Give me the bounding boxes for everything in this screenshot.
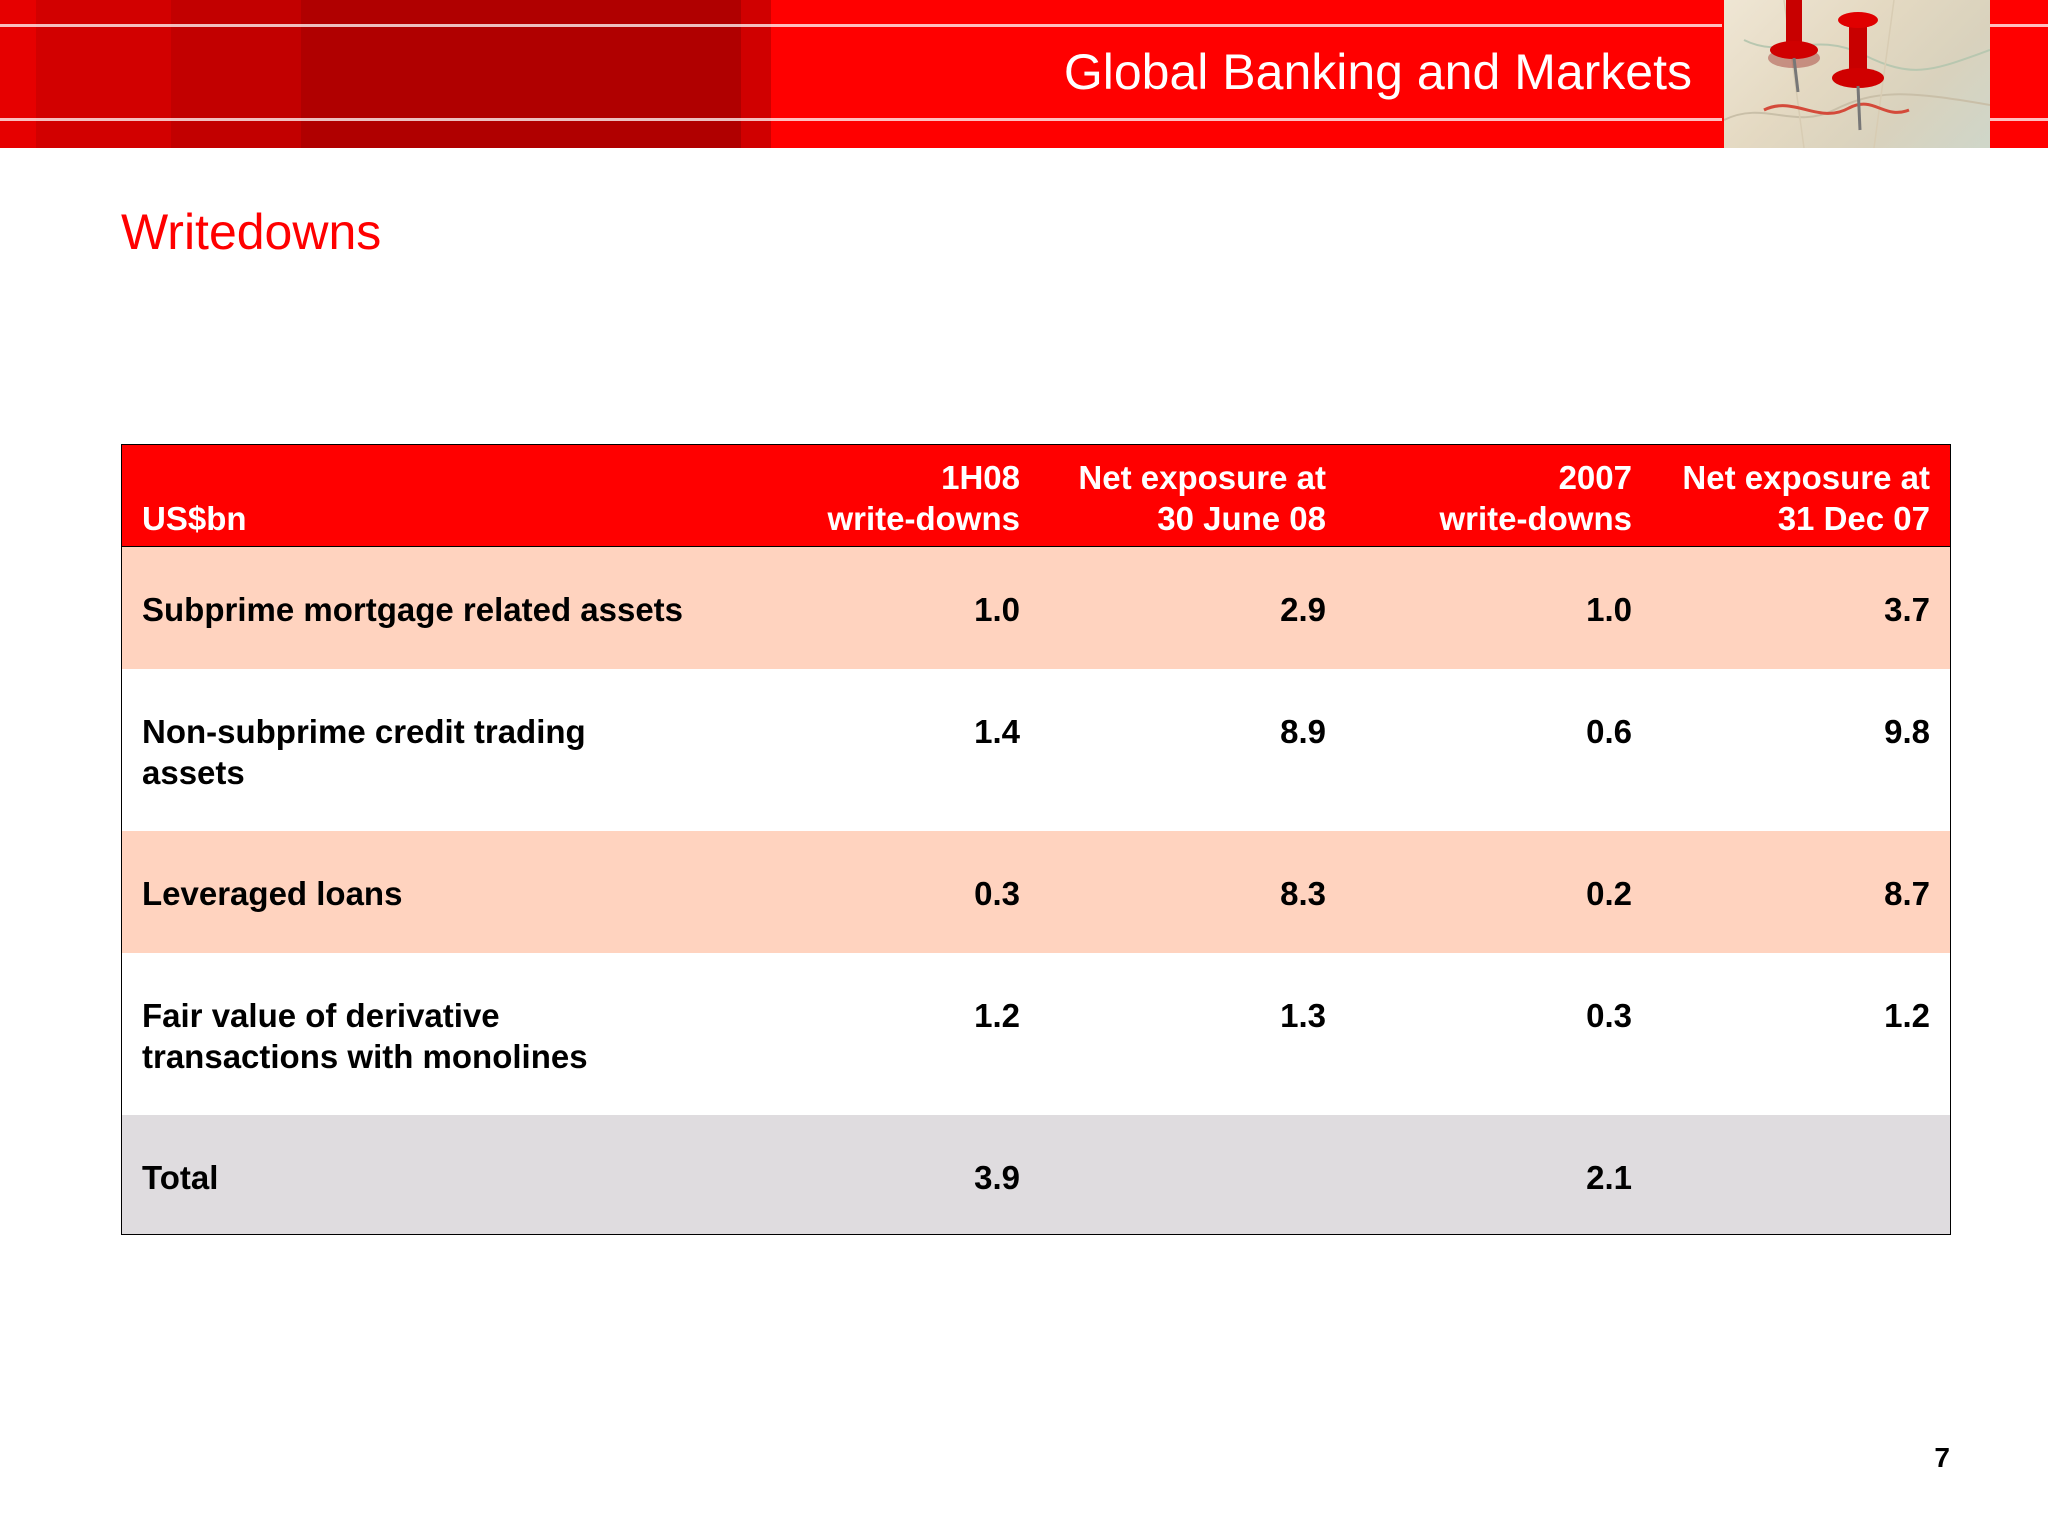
banner-block [36, 0, 171, 148]
banner-block [301, 0, 741, 148]
table-cell: 2.1 [1586, 1159, 1632, 1196]
table-header-row: US$bn 1H08 write-downs Net exposure at 3… [122, 445, 1950, 547]
banner-title: Global Banking and Markets [1063, 44, 1692, 100]
row-label: Fair value of derivative transactions wi… [142, 997, 588, 1075]
banner-block [0, 0, 36, 148]
row-label: Total [142, 1159, 219, 1196]
banner-block [741, 0, 771, 148]
table-row: Leveraged loans 0.3 8.3 0.2 8.7 [122, 831, 1950, 953]
table-cell: 1.0 [1586, 591, 1632, 628]
writedowns-table: US$bn 1H08 write-downs Net exposure at 3… [121, 444, 1951, 1235]
column-header: 1H08 write-downs [827, 459, 1020, 537]
banner-block [171, 0, 301, 148]
table-cell: 1.4 [974, 713, 1020, 750]
map-pins-image [1724, 0, 1990, 148]
row-label: Subprime mortgage related assets [142, 591, 684, 628]
table-cell: 1.2 [974, 997, 1020, 1034]
map-pins-icon [1724, 0, 1990, 148]
column-header: US$bn [142, 500, 247, 537]
table-cell: 0.3 [1586, 997, 1632, 1034]
banner-line [1990, 24, 2048, 27]
column-header: Net exposure at 30 June 08 [1078, 459, 1326, 537]
slide-title: Writedowns [121, 204, 382, 260]
table-cell: 2.9 [1280, 591, 1326, 628]
table-cell: 9.8 [1884, 713, 1930, 750]
table-cell: 8.7 [1884, 875, 1930, 912]
row-label: Leveraged loans [142, 875, 403, 912]
banner-line [1990, 118, 2048, 121]
table-cell: 0.6 [1586, 713, 1632, 750]
page-number: 7 [1934, 1442, 1950, 1473]
column-header: 2007 write-downs [1439, 459, 1632, 537]
table-cell: 8.9 [1280, 713, 1326, 750]
table-row: Subprime mortgage related assets 1.0 2.9… [122, 547, 1950, 669]
table-cell: 3.9 [974, 1159, 1020, 1196]
banner-line [0, 24, 1722, 27]
table-cell: 1.3 [1280, 997, 1326, 1034]
table-cell: 8.3 [1280, 875, 1326, 912]
table-cell: 0.3 [974, 875, 1020, 912]
row-label: Non-subprime credit trading assets [142, 713, 586, 791]
table-cell: 1.2 [1884, 997, 1930, 1034]
table-cell: 0.2 [1586, 875, 1632, 912]
table-row: Fair value of derivative transactions wi… [122, 953, 1950, 1115]
table-cell: 3.7 [1884, 591, 1930, 628]
header-banner: Global Banking and Markets [0, 0, 2048, 148]
table-cell: 1.0 [974, 591, 1020, 628]
table-row: Non-subprime credit trading assets 1.4 8… [122, 669, 1950, 831]
banner-line [0, 118, 1722, 121]
column-header: Net exposure at 31 Dec 07 [1682, 459, 1930, 537]
table-row-total: Total 3.9 2.1 [122, 1115, 1950, 1234]
